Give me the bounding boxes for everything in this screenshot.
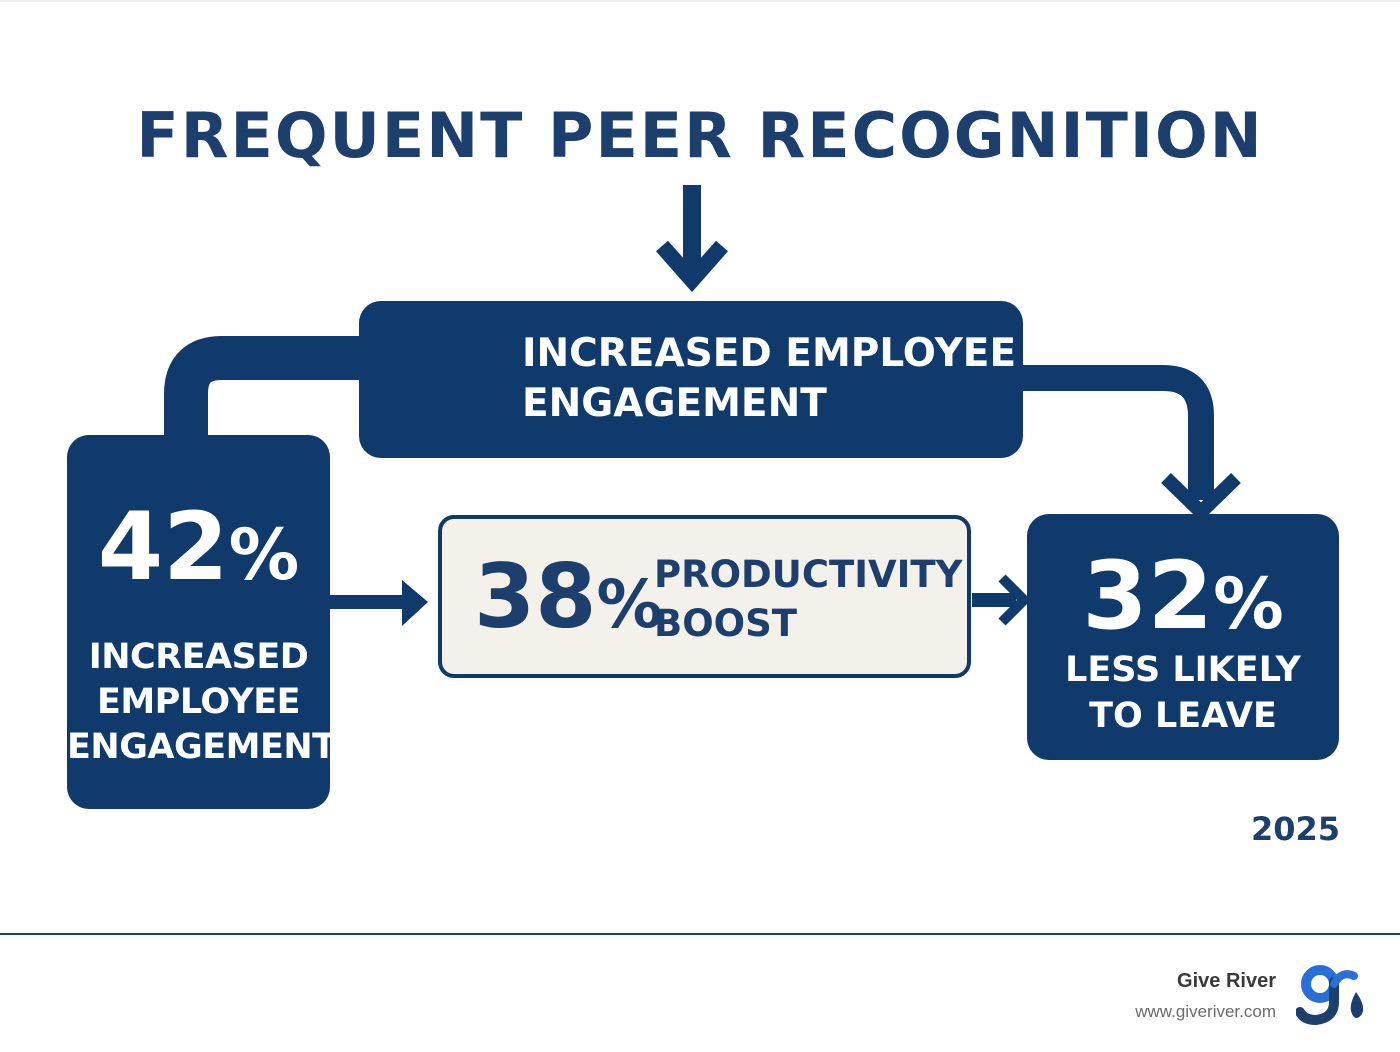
stat-percent-sign: % <box>1213 563 1284 645</box>
arrow-right-icon <box>972 574 1032 626</box>
stat-number: 42 <box>97 493 229 602</box>
engagement-label-line2: ENGAGEMENT <box>522 381 827 426</box>
stat-label-line3: ENGAGEMENT <box>67 727 336 767</box>
engagement-label: INCREASED EMPLOYEE ENGAGEMENT <box>522 329 1016 429</box>
footer-divider <box>0 933 1400 935</box>
stat-label-line1: PRODUCTIVITY <box>654 553 963 596</box>
stat-label-line2: BOOST <box>654 602 797 645</box>
stat-percent-sign: % <box>228 514 300 596</box>
engagement-box-top: INCREASED EMPLOYEE ENGAGEMENT <box>359 301 1023 458</box>
stat-box-productivity: 38% PRODUCTIVITY BOOST <box>438 515 971 678</box>
arrow-down-icon <box>656 185 728 293</box>
stat-box-retention: 32% LESS LIKELY TO LEAVE <box>1027 514 1339 760</box>
stat-number: 38 <box>474 545 597 648</box>
arrow-down-right-icon <box>1161 472 1241 522</box>
give-river-logo-icon <box>1296 965 1364 1026</box>
stat-value: 32% <box>1027 550 1339 644</box>
engagement-label-line1: INCREASED EMPLOYEE <box>522 331 1017 376</box>
arrow-right-icon <box>330 580 428 626</box>
stat-box-engagement: 42% INCREASED EMPLOYEE ENGAGEMENT <box>67 435 336 809</box>
stat-value: 38% <box>474 553 663 641</box>
stat-label-line1: INCREASED <box>88 637 309 677</box>
brand-name: Give River <box>1177 970 1276 992</box>
stat-percent-sign: % <box>596 566 663 643</box>
top-divider <box>0 0 1400 2</box>
stat-label-line1: LESS LIKELY <box>1065 650 1301 690</box>
stat-label: INCREASED EMPLOYEE ENGAGEMENT <box>67 635 336 770</box>
year-label: 2025 <box>1250 810 1340 848</box>
connector-top-right <box>1022 365 1214 500</box>
page-title: FREQUENT PEER RECOGNITION <box>136 99 1264 172</box>
stat-label-line2: TO LEAVE <box>1089 696 1277 736</box>
stat-label: PRODUCTIVITY BOOST <box>654 550 962 648</box>
stat-label-line2: EMPLOYEE <box>96 682 301 722</box>
stat-number: 32 <box>1082 542 1214 651</box>
stat-value: 42% <box>67 501 330 595</box>
stat-label: LESS LIKELY TO LEAVE <box>1027 647 1339 739</box>
brand-url[interactable]: www.giveriver.com <box>1135 1002 1276 1021</box>
connector-top-left <box>164 336 360 436</box>
